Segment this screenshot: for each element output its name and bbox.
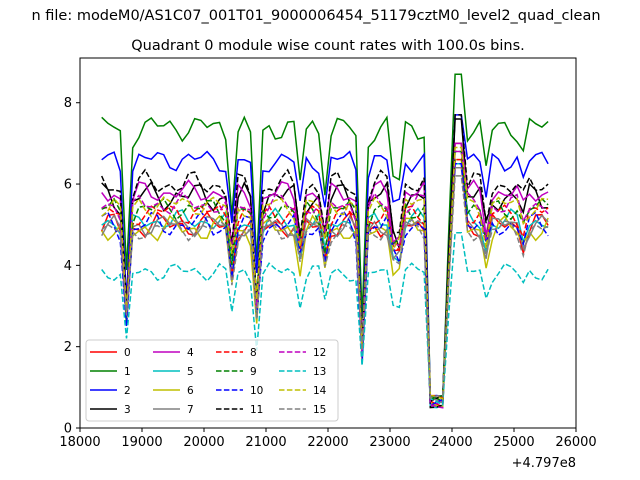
series-line-9 (101, 150, 549, 401)
plot-frame (79, 57, 577, 429)
legend-box (85, 339, 339, 422)
y-tick-label: 6 (64, 178, 72, 193)
x-offset-label: +4.797e8 (512, 456, 576, 471)
legend-label-5: 5 (187, 366, 194, 378)
legend-label-13: 13 (313, 366, 326, 378)
legend-label-14: 14 (313, 385, 327, 397)
legend-label-12: 12 (313, 347, 326, 359)
x-tick-label: 18000 (59, 435, 100, 450)
legend-label-10: 10 (250, 385, 263, 397)
series-line-12 (101, 150, 549, 409)
series-line-1 (101, 73, 549, 403)
series-line-14 (101, 146, 549, 400)
legend-label-6: 6 (187, 385, 194, 397)
legend-label-15: 15 (313, 404, 326, 416)
y-tick-label: 2 (64, 340, 72, 355)
x-tick-label: 25000 (493, 435, 534, 450)
x-tick-label: 23000 (369, 435, 410, 450)
legend-label-11: 11 (250, 404, 263, 416)
legend-label-8: 8 (250, 347, 257, 359)
x-tick-label: 22000 (307, 435, 348, 450)
series-layer (101, 73, 549, 409)
legend-label-1: 1 (124, 366, 131, 378)
y-tick-label: 4 (64, 259, 72, 274)
series-line-10 (101, 162, 549, 407)
series-line-15 (101, 175, 549, 400)
legend-label-0: 0 (124, 347, 131, 359)
series-line-11 (101, 114, 549, 409)
legend-label-3: 3 (124, 404, 131, 416)
y-tick-label: 8 (64, 96, 72, 111)
axis-ticks: 18000 19000 20000 21000 22000 23000 24000 25000… (59, 96, 596, 450)
chart-title: Quadrant 0 module wise count rates with … (131, 38, 525, 54)
series-line-13 (101, 232, 549, 406)
x-tick-label: 24000 (431, 435, 472, 450)
legend-label-7: 7 (187, 404, 194, 416)
legend-label-4: 4 (187, 347, 194, 359)
y-tick-label: 0 (64, 422, 72, 437)
x-tick-label: 21000 (245, 435, 286, 450)
figure-suptitle: n file: modeM0/AS1C07_001T01_9000006454_… (31, 8, 600, 24)
legend-label-2: 2 (124, 385, 131, 397)
x-tick-label: 20000 (183, 435, 224, 450)
x-tick-label: 26000 (555, 435, 596, 450)
legend-label-9: 9 (250, 366, 257, 378)
x-tick-label: 19000 (121, 435, 162, 450)
series-line-2 (101, 114, 549, 398)
